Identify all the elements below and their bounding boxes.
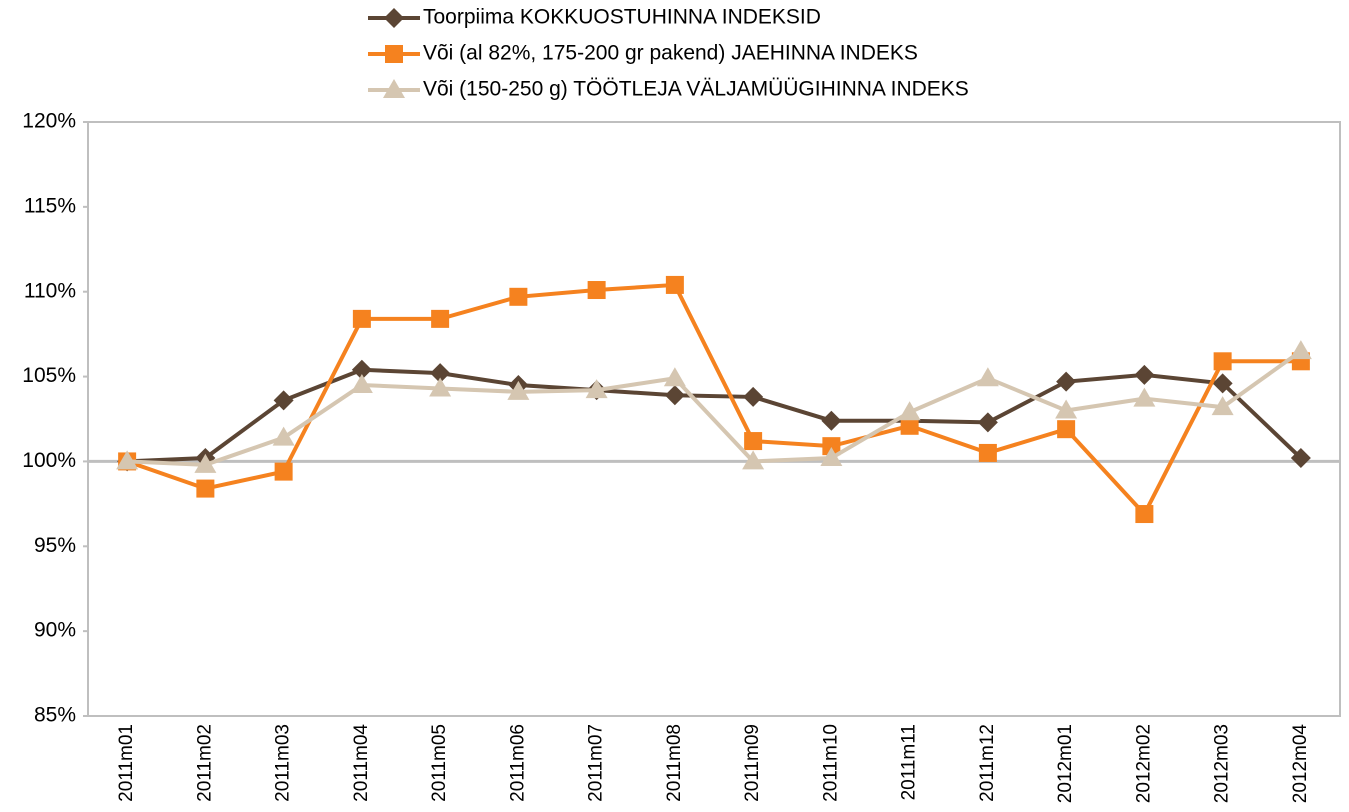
point: [1133, 387, 1156, 407]
point: [273, 390, 294, 411]
x-tick-label: 2011m12: [977, 724, 998, 802]
series-line: [127, 349, 1303, 467]
y-tick-label: 115%: [24, 194, 76, 217]
point: [1134, 364, 1155, 385]
point: [196, 479, 215, 498]
point: [431, 309, 450, 328]
point: [1213, 352, 1232, 371]
series-line: [127, 367, 1303, 464]
x-tick-label: 2011m05: [429, 724, 450, 802]
point: [743, 386, 764, 407]
point: [1212, 373, 1233, 394]
point: [978, 443, 997, 462]
x-tick-label: 2011m07: [586, 724, 607, 802]
point: [822, 437, 841, 456]
point: [663, 367, 686, 387]
point: [116, 450, 139, 470]
point: [820, 447, 843, 467]
point: [1057, 420, 1076, 439]
point: [350, 374, 373, 394]
point: [352, 309, 371, 328]
point: [587, 281, 606, 300]
x-tick-label: 2011m09: [742, 724, 763, 802]
point: [742, 450, 765, 470]
point: [664, 385, 685, 406]
y-tick-label: 85%: [34, 704, 76, 727]
x-tick-label: 2011m04: [351, 724, 372, 802]
x-tick-label: 2011m03: [273, 724, 294, 802]
legend-label: Või (150-250 g) TÖÖTLEJA VÄLJAMÜÜGIHINNA…: [423, 78, 969, 101]
point: [1289, 340, 1312, 360]
point: [272, 426, 295, 446]
legend-marker: [383, 79, 405, 98]
x-tick-label: 2012m03: [1212, 724, 1233, 803]
point: [744, 432, 763, 451]
legend-label: Toorpiima KOKKUOSTUHINNA INDEKSID: [423, 6, 821, 29]
point: [1290, 448, 1311, 469]
x-tick-label: 2011m02: [194, 724, 215, 802]
y-tick-label: 90%: [34, 619, 76, 642]
legend-marker: [384, 8, 404, 28]
legend-label: Või (al 82%, 175-200 gr pakend) JAEHINNA…: [423, 42, 918, 65]
point: [1056, 371, 1077, 392]
y-tick-label: 110%: [24, 279, 76, 302]
y-tick-label: 100%: [22, 449, 76, 472]
point: [1211, 396, 1234, 416]
y-tick-label: 95%: [34, 534, 76, 557]
point: [900, 416, 919, 435]
point: [821, 410, 842, 431]
point: [977, 412, 998, 433]
plot-frame: [87, 121, 1341, 717]
point: [898, 401, 921, 421]
point: [194, 453, 217, 473]
series-line: [126, 282, 1301, 518]
x-tick-label: 2011m08: [664, 724, 685, 802]
point: [509, 287, 528, 306]
point: [1135, 505, 1154, 524]
x-tick-label: 2012m02: [1133, 724, 1154, 803]
x-tick-label: 2012m01: [1055, 724, 1076, 803]
point: [1055, 399, 1078, 419]
x-tick-label: 2011m10: [820, 724, 841, 802]
point: [976, 367, 999, 387]
legend-marker: [385, 45, 403, 63]
x-tick-label: 2011m06: [507, 724, 528, 802]
x-tick-label: 2011m01: [116, 724, 137, 802]
point: [430, 363, 451, 384]
point: [351, 359, 372, 380]
y-tick-label: 105%: [22, 364, 76, 387]
point: [507, 380, 530, 400]
x-tick-label: 2011m11: [899, 724, 920, 800]
point: [665, 275, 684, 294]
y-tick-label: 120%: [22, 110, 76, 133]
point: [429, 377, 452, 397]
point: [585, 379, 608, 399]
x-tick-label: 2012m04: [1290, 724, 1311, 804]
point: [274, 462, 293, 481]
